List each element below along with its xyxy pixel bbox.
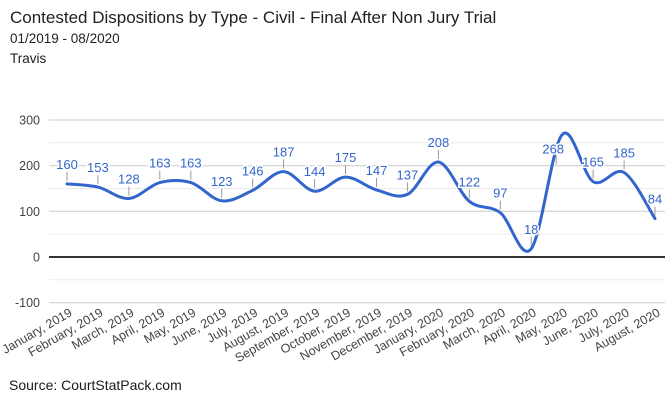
chart-region-label: Travis bbox=[10, 51, 47, 66]
data-label: 123 bbox=[211, 174, 233, 189]
data-label: 18 bbox=[524, 222, 538, 237]
y-axis-label: 300 bbox=[19, 114, 40, 128]
data-label: 160 bbox=[56, 157, 78, 172]
y-axis-label: -100 bbox=[15, 296, 40, 310]
y-axis-label: 200 bbox=[19, 159, 40, 173]
chart-subtitle: 01/2019 - 08/2020 bbox=[10, 31, 120, 46]
data-label: 97 bbox=[493, 186, 507, 201]
data-label: 144 bbox=[304, 164, 326, 179]
data-series-line bbox=[65, 131, 657, 253]
data-label: 137 bbox=[397, 167, 419, 182]
source-text: Source: CourtStatPack.com bbox=[9, 377, 182, 393]
data-label: 175 bbox=[335, 150, 357, 165]
data-label: 185 bbox=[613, 146, 635, 161]
data-label: 208 bbox=[428, 135, 450, 150]
data-label: 122 bbox=[458, 174, 480, 189]
data-label: 153 bbox=[87, 160, 109, 175]
data-label: 163 bbox=[149, 156, 171, 171]
data-label: 84 bbox=[648, 192, 662, 207]
y-axis-label: 0 bbox=[33, 251, 40, 265]
data-label: 187 bbox=[273, 145, 295, 160]
data-label: 147 bbox=[366, 163, 388, 178]
data-label: 165 bbox=[582, 155, 604, 170]
data-label: 268 bbox=[542, 142, 564, 157]
data-label: 128 bbox=[118, 172, 140, 187]
chart-title: Contested Dispositions by Type - Civil -… bbox=[10, 8, 497, 27]
data-label: 163 bbox=[180, 156, 202, 171]
y-axis-label: 100 bbox=[19, 205, 40, 219]
data-label: 146 bbox=[242, 163, 264, 178]
